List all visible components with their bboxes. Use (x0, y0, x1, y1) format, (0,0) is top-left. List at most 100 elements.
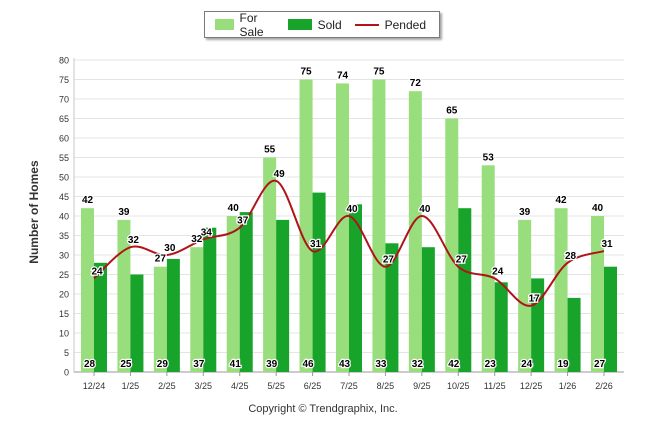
label-pended: 31 (601, 239, 613, 250)
copyright-footer: Copyright © Trendgraphix, Inc. (248, 403, 398, 415)
bar-for-sale (190, 247, 204, 372)
bar-for-sale (117, 219, 131, 372)
y-tick-label: 50 (59, 173, 69, 183)
bar-sold (203, 227, 217, 372)
bar-for-sale (372, 79, 386, 372)
y-tick-label: 45 (59, 192, 69, 202)
bar-for-sale (336, 83, 349, 373)
label-sold: 43 (339, 359, 351, 370)
legend-label-sold: Sold (317, 17, 342, 32)
bar-sold (239, 212, 253, 372)
legend-swatch-pended (354, 23, 379, 26)
bar-for-sale (81, 208, 94, 372)
label-sold: 24 (521, 359, 533, 370)
y-tick-label: 0 (64, 368, 69, 378)
label-pended: 30 (164, 243, 176, 254)
bar-sold (494, 282, 508, 372)
label-pended: 27 (456, 255, 468, 266)
y-tick-label: 35 (59, 231, 69, 241)
label-sold: 39 (266, 359, 278, 370)
label-for-sale: 65 (446, 106, 458, 117)
bar-sold (458, 208, 472, 372)
label-for-sale: 74 (337, 70, 349, 81)
y-axis-title: Number of Homes (27, 160, 41, 264)
x-tick-label: 12/24 (83, 381, 106, 391)
label-pended: 40 (419, 204, 431, 215)
bar-sold (531, 278, 545, 372)
label-for-sale: 32 (191, 234, 203, 245)
label-for-sale: 42 (82, 195, 94, 206)
legend-item-for-sale[interactable]: For Sale (215, 11, 275, 39)
y-tick-label: 5 (64, 348, 69, 358)
legend-item-pended[interactable]: Pended (354, 17, 426, 32)
bar-sold (349, 204, 362, 372)
label-pended: 17 (529, 294, 541, 305)
label-for-sale: 40 (228, 203, 240, 214)
bar-for-sale (153, 266, 167, 372)
y-tick-label: 15 (59, 309, 69, 319)
label-for-sale: 42 (556, 195, 568, 206)
x-tick-label: 2/26 (595, 381, 613, 391)
legend: For Sale Sold Pended (204, 11, 440, 39)
y-tick-label: 80 (59, 56, 69, 66)
legend-label-pended: Pended (384, 17, 426, 32)
label-for-sale: 27 (155, 254, 167, 265)
x-tick-label: 5/25 (267, 381, 285, 391)
bar-for-sale (226, 216, 240, 372)
bar-for-sale (554, 208, 568, 372)
label-sold: 27 (594, 359, 606, 370)
label-sold: 28 (84, 359, 96, 370)
label-pended: 49 (274, 169, 286, 180)
y-tick-label: 30 (59, 251, 69, 261)
label-sold: 29 (157, 359, 169, 370)
label-for-sale: 53 (483, 152, 495, 163)
bar-sold (385, 243, 399, 372)
legend-swatch-sold (287, 19, 312, 30)
label-pended: 31 (310, 239, 322, 250)
x-tick-label: 10/25 (447, 381, 470, 391)
label-pended: 32 (128, 235, 140, 246)
bar-for-sale (518, 219, 532, 372)
label-for-sale: 72 (410, 78, 422, 89)
x-tick-label: 9/25 (413, 381, 431, 391)
bar-for-sale (591, 216, 604, 372)
label-pended: 27 (383, 255, 395, 266)
bar-sold (421, 247, 435, 372)
y-tick-label: 55 (59, 153, 69, 163)
x-tick-label: 1/26 (559, 381, 577, 391)
bar-sold (130, 274, 144, 372)
y-tick-label: 20 (59, 290, 69, 300)
x-tick-label: 11/25 (484, 381, 506, 391)
label-for-sale: 55 (264, 145, 276, 156)
bar-sold (276, 219, 290, 372)
label-for-sale: 75 (373, 67, 385, 78)
legend-label-for-sale: For Sale (239, 10, 264, 39)
legend-item-sold[interactable]: Sold (287, 17, 342, 32)
bar-sold (166, 258, 180, 372)
label-sold: 33 (375, 359, 387, 370)
x-tick-label: 1/25 (122, 381, 140, 391)
y-tick-label: 70 (59, 95, 69, 105)
label-for-sale: 39 (118, 207, 130, 218)
y-tick-label: 25 (59, 270, 69, 280)
pended-series-line (93, 179, 605, 307)
legend-swatch-for-sale (215, 19, 234, 30)
pended-line-layer (93, 179, 605, 307)
label-sold: 42 (448, 359, 460, 370)
x-tick-label: 12/25 (520, 381, 543, 391)
x-tick-label: 3/25 (195, 381, 213, 391)
label-pended: 40 (346, 204, 358, 215)
y-tick-label: 10 (59, 329, 69, 339)
bar-sold (604, 266, 617, 372)
label-sold: 32 (412, 359, 424, 370)
bar-sold (94, 262, 107, 372)
bar-sold (567, 297, 581, 372)
label-pended: 28 (565, 251, 577, 262)
y-tick-label: 65 (59, 114, 69, 124)
x-tick-label: 7/25 (340, 381, 358, 391)
label-pended: 24 (492, 266, 504, 277)
label-sold: 25 (120, 359, 132, 370)
label-for-sale: 75 (301, 67, 313, 78)
data-labels: 42 39 27 32 40 55 75 74 75 72 65 53 39 42 40 28 25 29 37 41… (81, 65, 614, 371)
